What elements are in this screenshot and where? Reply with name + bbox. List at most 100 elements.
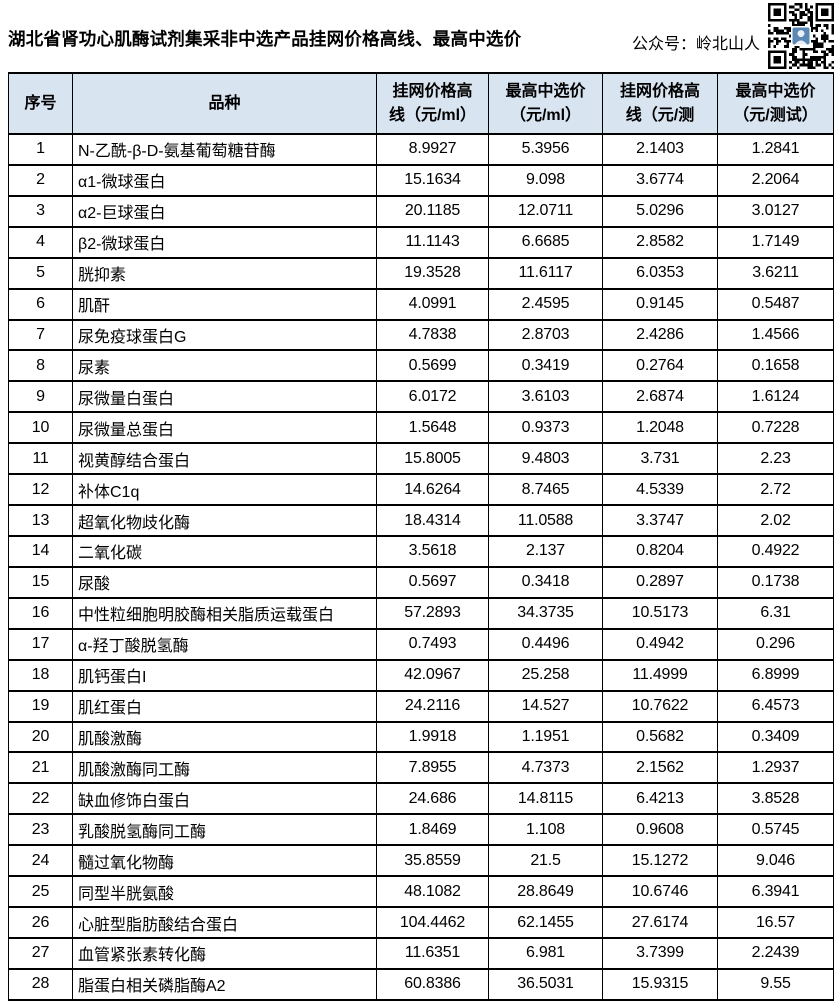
product-name-cell: 尿酸 [72,565,377,599]
listed-price-ml-cell: 104.4462 [376,906,489,939]
selected-price-test-cell: 2.02 [717,504,834,537]
selected-price-ml-cell: 14.527 [488,689,603,723]
listed-price-test-cell: 10.7622 [602,689,718,723]
table-row: 21 肌酸激酶同工酶 7.8955 4.7373 2.1562 1.2937 [8,751,834,785]
listed-price-ml-cell: 4.0991 [376,287,489,321]
listed-price-ml-cell: 24.686 [376,782,489,816]
selected-price-ml-cell: 14.8115 [488,782,603,816]
selected-price-test-cell: 6.3941 [717,875,834,909]
table-row: 5 胱抑素 19.3528 11.6117 6.0353 3.6211 [8,256,834,290]
listed-price-test-cell: 2.4286 [602,318,718,352]
row-number-cell: 7 [8,318,73,352]
listed-price-ml-cell: 4.7838 [376,318,489,352]
listed-price-ml-cell: 19.3528 [376,256,489,290]
product-name-cell: 中性粒细胞明胶酶相关脂质运载蛋白 [72,596,377,630]
selected-price-test-cell: 2.23 [717,442,834,476]
price-table: 序号 品种 挂网价格高 线（元/ml） 最高中选价 （元/ml） 挂网价格高 线… [8,72,834,1002]
header-index: 序号 [8,72,73,135]
product-name-cell: 二氧化碳 [72,534,377,568]
selected-price-test-cell: 0.1738 [717,565,834,599]
selected-price-test-cell: 9.046 [717,844,834,878]
product-name-cell: 肌酸激酶同工酶 [72,751,377,785]
selected-price-test-cell: 1.6124 [717,380,834,414]
table-row: 26 心脏型脂肪酸结合蛋白 104.4462 62.1455 27.6174 16.57 [8,906,834,939]
selected-price-ml-cell: 36.5031 [488,967,603,1002]
product-name-cell: 尿微量总蛋白 [72,411,377,445]
selected-price-test-cell: 3.8528 [717,782,834,816]
row-number-cell: 10 [8,411,73,445]
listed-price-ml-cell: 1.5648 [376,411,489,445]
header-selected-price-test: 最高中选价 （元/测试） [717,72,834,135]
selected-price-test-cell: 2.2064 [717,163,834,197]
table-row: 27 血管紧张素转化酶 11.6351 6.981 3.7399 2.2439 [8,936,834,970]
selected-price-ml-cell: 1.108 [488,813,603,847]
row-number-cell: 19 [8,689,73,723]
selected-price-test-cell: 1.4566 [717,318,834,352]
selected-price-test-cell: 6.4573 [717,689,834,723]
table-row: 25 同型半胱氨酸 48.1082 28.8649 10.6746 6.3941 [8,875,834,909]
table-row: 10 尿微量总蛋白 1.5648 0.9373 1.2048 0.7228 [8,411,834,445]
listed-price-test-cell: 15.1272 [602,844,718,878]
listed-price-ml-cell: 7.8955 [376,751,489,785]
listed-price-test-cell: 3.731 [602,442,718,476]
selected-price-test-cell: 2.2439 [717,936,834,970]
table-row: 8 尿素 0.5699 0.3419 0.2764 0.1658 [8,349,834,383]
listed-price-test-cell: 3.6774 [602,163,718,197]
listed-price-test-cell: 2.1403 [602,133,718,166]
selected-price-ml-cell: 62.1455 [488,906,603,939]
product-name-cell: 脂蛋白相关磷脂酶A2 [72,967,377,1002]
product-name-cell: 缺血修饰白蛋白 [72,782,377,816]
header-product: 品种 [72,72,377,135]
listed-price-ml-cell: 60.8386 [376,967,489,1002]
selected-price-test-cell: 6.31 [717,596,834,630]
selected-price-test-cell: 1.7149 [717,225,834,259]
table-row: 16 中性粒细胞明胶酶相关脂质运载蛋白 57.2893 34.3735 10.5173 6… [8,596,834,630]
product-name-cell: 髓过氧化物酶 [72,844,377,878]
table-row: 28 脂蛋白相关磷脂酶A2 60.8386 36.5031 15.9315 9.55 [8,967,834,1002]
table-row: 9 尿微量白蛋白 6.0172 3.6103 2.6874 1.6124 [8,380,834,414]
header-listed-price-test: 挂网价格高 线（元/测 [602,72,718,135]
selected-price-ml-cell: 12.0711 [488,194,603,228]
selected-price-test-cell: 0.3409 [717,720,834,754]
listed-price-ml-cell: 1.9918 [376,720,489,754]
row-number-cell: 20 [8,720,73,754]
listed-price-test-cell: 6.0353 [602,256,718,290]
row-number-cell: 26 [8,906,73,939]
table-row: 3 α2-巨球蛋白 20.1185 12.0711 5.0296 3.0127 [8,194,834,228]
listed-price-test-cell: 0.5682 [602,720,718,754]
table-header-row: 序号 品种 挂网价格高 线（元/ml） 最高中选价 （元/ml） 挂网价格高 线… [8,72,834,135]
table-row: 15 尿酸 0.5697 0.3418 0.2897 0.1738 [8,565,834,599]
listed-price-ml-cell: 48.1082 [376,875,489,909]
selected-price-test-cell: 0.1658 [717,349,834,383]
table-row: 14 二氧化碳 3.5618 2.137 0.8204 0.4922 [8,534,834,568]
row-number-cell: 28 [8,967,73,1002]
header-selected-price-ml: 最高中选价 （元/ml） [488,72,603,135]
row-number-cell: 21 [8,751,73,785]
listed-price-test-cell: 0.9608 [602,813,718,847]
row-number-cell: 6 [8,287,73,321]
selected-price-test-cell: 16.57 [717,906,834,939]
listed-price-test-cell: 15.9315 [602,967,718,1002]
table-row: 11 视黄醇结合蛋白 15.8005 9.4803 3.731 2.23 [8,442,834,476]
selected-price-ml-cell: 0.3418 [488,565,603,599]
listed-price-ml-cell: 8.9927 [376,133,489,166]
selected-price-test-cell: 0.296 [717,627,834,661]
selected-price-test-cell: 9.55 [717,967,834,1002]
selected-price-ml-cell: 9.098 [488,163,603,197]
selected-price-test-cell: 0.5745 [717,813,834,847]
row-number-cell: 18 [8,658,73,692]
listed-price-test-cell: 2.1562 [602,751,718,785]
listed-price-ml-cell: 0.5699 [376,349,489,383]
listed-price-ml-cell: 0.7493 [376,627,489,661]
row-number-cell: 24 [8,844,73,878]
product-name-cell: 补体C1q [72,473,377,507]
selected-price-ml-cell: 4.7373 [488,751,603,785]
listed-price-test-cell: 0.4942 [602,627,718,661]
row-number-cell: 3 [8,194,73,228]
row-number-cell: 16 [8,596,73,630]
product-name-cell: α1-微球蛋白 [72,163,377,197]
product-name-cell: 尿微量白蛋白 [72,380,377,414]
product-name-cell: β2-微球蛋白 [72,225,377,259]
listed-price-test-cell: 6.4213 [602,782,718,816]
selected-price-ml-cell: 11.6117 [488,256,603,290]
